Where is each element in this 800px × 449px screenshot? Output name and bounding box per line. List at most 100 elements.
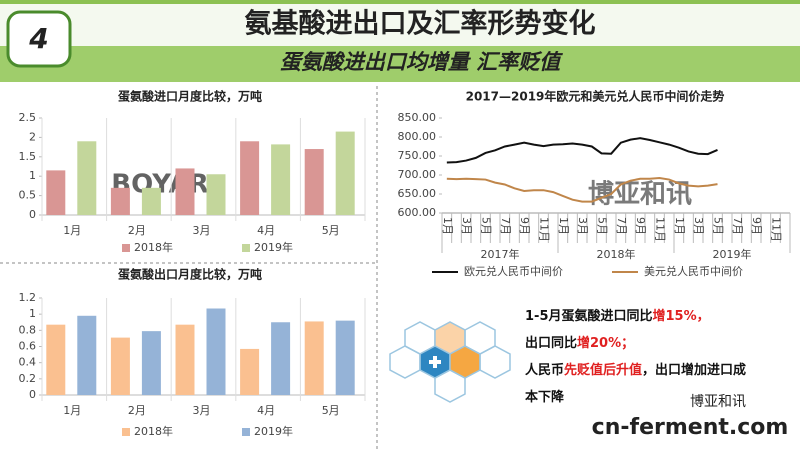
y-tick-label: 750.00 [398, 149, 437, 162]
legend-label: 2018年 [134, 424, 173, 438]
bar [110, 187, 130, 215]
y-tick-label: 0.2 [19, 372, 37, 385]
y-tick-label: 0.6 [19, 340, 37, 353]
bar [206, 174, 226, 215]
y-tick-label: 0 [29, 388, 36, 401]
bar [271, 322, 291, 395]
note-segment: ，出口增加进口成 [642, 362, 746, 378]
header-band [0, 46, 800, 82]
note-segment: 出口同比 [525, 335, 577, 351]
x-tick-label: 11月 [654, 217, 667, 242]
bar [141, 187, 161, 215]
wechat-mark: 博亚和讯 [690, 393, 746, 410]
y-tick-label: 800.00 [398, 130, 437, 143]
badge-number: 4 [28, 22, 48, 55]
y-tick-label: 650.00 [398, 187, 437, 200]
y-tick-label: 0.8 [19, 323, 37, 336]
bar [175, 168, 195, 215]
title: 氨基酸进出口及汇率形势变化 [245, 8, 596, 40]
footer: cn-ferment.com [592, 415, 789, 440]
y-tick-label: 0.5 [19, 189, 37, 202]
chart-title: 蛋氨酸进口月度比较，万吨 [118, 89, 262, 104]
bar [175, 324, 195, 395]
x-tick-label: 4月 [257, 224, 275, 237]
legend-label: 美元兑人民币中间价 [644, 264, 743, 278]
y-tick-label: 600.00 [398, 206, 437, 219]
bar [141, 331, 161, 395]
x-tick-label: 9月 [518, 217, 531, 235]
x-tick-label: 3月 [576, 217, 589, 235]
note-segment: 本下降 [525, 389, 565, 405]
x-tick-label: 3月 [193, 224, 211, 237]
bar [335, 320, 355, 395]
legend-label: 2018年 [134, 240, 173, 254]
legend-label: 2019年 [254, 424, 293, 438]
x-tick-label: 9月 [750, 217, 763, 235]
bar [240, 141, 260, 215]
chart-title: 2017—2019年欧元和美元兑人民币中间价走势 [466, 89, 725, 104]
legend-swatch [122, 244, 130, 252]
x-tick-label: 5月 [322, 404, 340, 417]
badge [6, 10, 72, 68]
chart-title: 蛋氨酸出口月度比较，万吨 [118, 267, 262, 282]
note-line: 出口同比增20%； [525, 335, 634, 351]
x-tick-label: 11月 [770, 217, 783, 242]
subtitle: 蛋氨酸进出口均增量 汇率贬值 [280, 50, 563, 74]
x-tick-label: 9月 [634, 217, 647, 235]
line-series [446, 177, 718, 203]
legend-swatch [242, 428, 250, 436]
x-tick-label: 2月 [128, 224, 146, 237]
bar [240, 348, 260, 395]
x-tick-label: 7月 [615, 217, 628, 235]
note-segment: 增15%， [653, 308, 710, 324]
x-tick-label: 1月 [441, 217, 454, 235]
note-segment: 先贬值后升值 [564, 362, 642, 378]
y-tick-label: 0 [29, 208, 36, 221]
hex-icon [389, 321, 511, 403]
x-tick-label: 7月 [499, 217, 512, 235]
bar [77, 141, 97, 215]
x-tick-label: 5月 [596, 217, 609, 235]
bar [46, 324, 66, 395]
x-tick-label: 4月 [257, 404, 275, 417]
y-tick-label: 1 [29, 307, 36, 320]
x-tick-label: 5月 [480, 217, 493, 235]
bar [77, 315, 97, 395]
legend-swatch [122, 428, 130, 436]
y-tick-label: 850.00 [398, 111, 437, 124]
x-group-label: 2017年 [481, 247, 520, 261]
y-tick-label: 1.5 [19, 150, 37, 163]
bar [110, 337, 130, 395]
bar [206, 308, 226, 395]
note-segment: 增20%； [577, 335, 634, 351]
y-tick-label: 700.00 [398, 168, 437, 181]
note-line: 本下降 [525, 389, 565, 405]
bar [304, 321, 324, 395]
bar [304, 149, 324, 215]
note-line: 人民币先贬值后升值，出口增加进口成 [525, 362, 746, 378]
bar [271, 144, 291, 215]
x-tick-label: 1月 [673, 217, 686, 235]
bar [46, 170, 66, 215]
y-tick-label: 1.2 [19, 291, 37, 304]
x-group-label: 2018年 [597, 247, 636, 261]
y-tick-label: 0.4 [19, 356, 37, 369]
note-segment: 人民币 [525, 362, 564, 378]
line-series [446, 137, 718, 164]
y-tick-label: 1 [29, 169, 36, 182]
note-line: 1-5月蛋氨酸进口同比增15%， [525, 308, 710, 324]
legend-label: 欧元兑人民币中间价 [464, 264, 563, 278]
y-tick-label: 2 [29, 130, 36, 143]
note-segment: 1-5月蛋氨酸进口同比 [525, 308, 653, 324]
x-tick-label: 3月 [193, 404, 211, 417]
x-tick-label: 5月 [322, 224, 340, 237]
watermark-cn: 博亚和讯 [588, 180, 692, 210]
legend-swatch [242, 244, 250, 252]
x-tick-label: 7月 [731, 217, 744, 235]
x-tick-label: 1月 [557, 217, 570, 235]
x-group-label: 2019年 [713, 247, 752, 261]
x-tick-label: 11月 [538, 217, 551, 242]
x-tick-label: 1月 [63, 224, 81, 237]
x-tick-label: 3月 [460, 217, 473, 235]
